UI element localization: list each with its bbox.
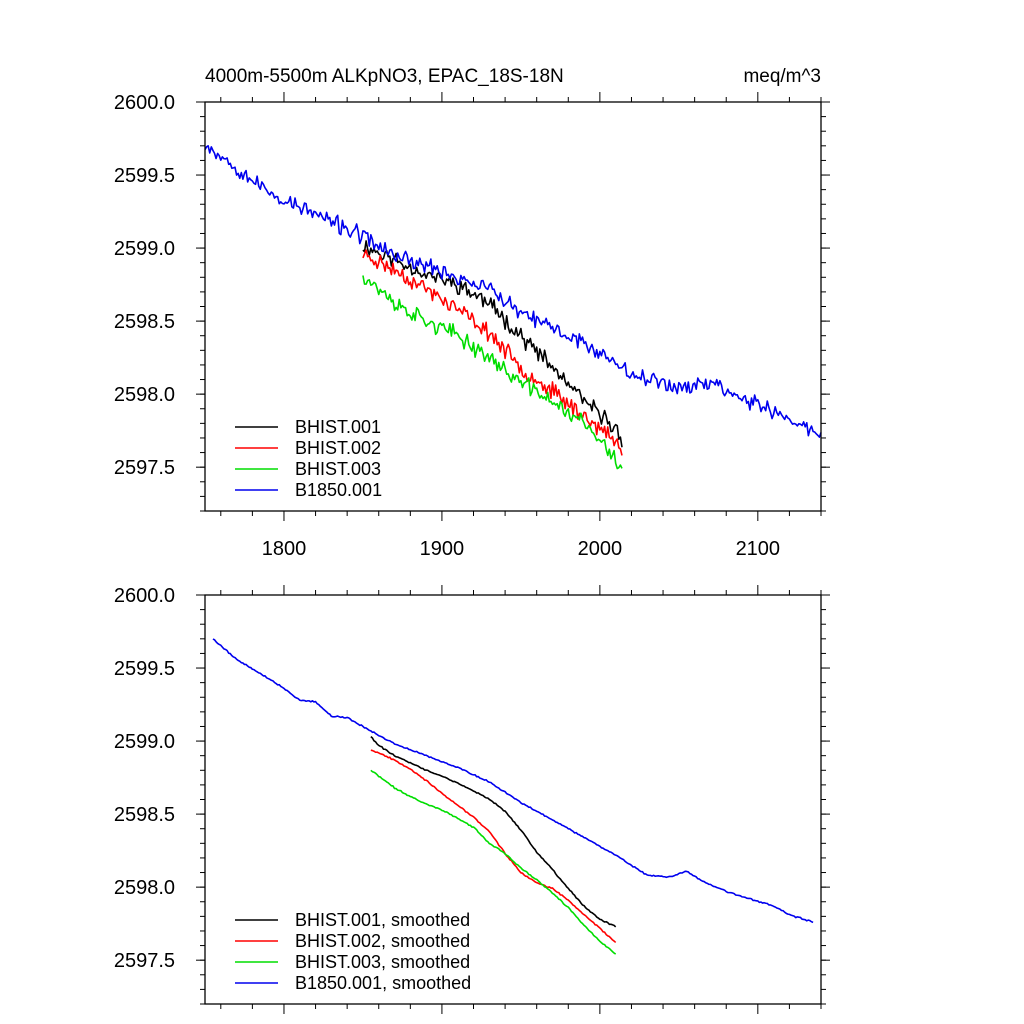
y-tick-label: 2598.0 [114, 877, 175, 899]
y-tick-label: 2597.5 [114, 950, 175, 972]
x-tick-label: 1900 [420, 538, 465, 560]
y-tick-label: 2599.5 [114, 658, 175, 680]
bottom-panel: 2597.5 2598.0 2598.5 2599.0 2599.5 2600.0 BHI… [114, 585, 830, 1014]
x-tick-label: 2100 [736, 538, 781, 560]
top-panel: 4000m-5500m ALKpNO3, EPAC_18S-18N meq/m^… [114, 66, 830, 560]
series-line-bhist-002-smoothed [370, 749, 617, 944]
top-panel-frame [204, 101, 822, 512]
bottom-panel-frame [204, 594, 822, 1005]
y-tick-label: 2600.0 [114, 585, 175, 607]
y-tick-label: 2597.5 [114, 457, 175, 479]
series-line-bhist-003-smoothed [370, 769, 617, 955]
bottom-panel-axes: 2597.5 2598.0 2598.5 2599.0 2599.5 2600.0 [114, 585, 830, 1014]
series-line-bhist-001-smoothed [370, 736, 617, 928]
legend-label-bhist-001-smoothed: BHIST.001, smoothed [295, 910, 470, 930]
top-panel-axes: 2597.5 2598.0 2598.5 2599.0 2599.5 2600.0 1800… [114, 92, 830, 560]
y-tick-label: 2600.0 [114, 92, 175, 114]
series-line-bhist-001 [362, 240, 623, 448]
y-tick-label: 2599.5 [114, 165, 175, 187]
top-panel-units-label: meq/m^3 [743, 66, 821, 87]
legend-label-bhist-003-smoothed: BHIST.003, smoothed [295, 952, 470, 972]
y-tick-label: 2598.0 [114, 384, 175, 406]
series-line-b1850-001-smoothed [212, 638, 814, 924]
y-tick-label: 2598.5 [114, 311, 175, 333]
legend-label-bhist-002: BHIST.002 [295, 438, 381, 458]
x-tick-label: 1800 [262, 538, 307, 560]
series-line-b1850-001 [204, 145, 822, 438]
series-line-bhist-003 [362, 275, 623, 470]
legend-label-bhist-001: BHIST.001 [295, 417, 381, 437]
top-panel-title-left: 4000m-5500m ALKpNO3, EPAC_18S-18N [205, 66, 564, 87]
y-tick-label: 2599.0 [114, 731, 175, 753]
y-tick-label: 2599.0 [114, 238, 175, 260]
top-panel-series [204, 145, 822, 470]
legend-label-b1850-001: B1850.001 [295, 480, 382, 500]
legend-label-b1850-001-smoothed: B1850.001, smoothed [295, 973, 471, 993]
bottom-panel-series [212, 638, 814, 955]
series-line-bhist-002 [362, 249, 623, 456]
legend-label-bhist-003: BHIST.003 [295, 459, 381, 479]
legend-label-bhist-002-smoothed: BHIST.002, smoothed [295, 931, 470, 951]
x-tick-label: 2000 [578, 538, 623, 560]
y-tick-label: 2598.5 [114, 804, 175, 826]
